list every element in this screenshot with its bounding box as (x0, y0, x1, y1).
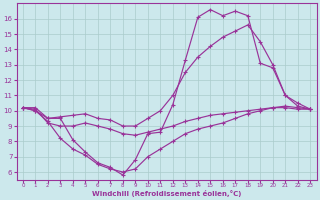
X-axis label: Windchill (Refroidissement éolien,°C): Windchill (Refroidissement éolien,°C) (92, 190, 241, 197)
